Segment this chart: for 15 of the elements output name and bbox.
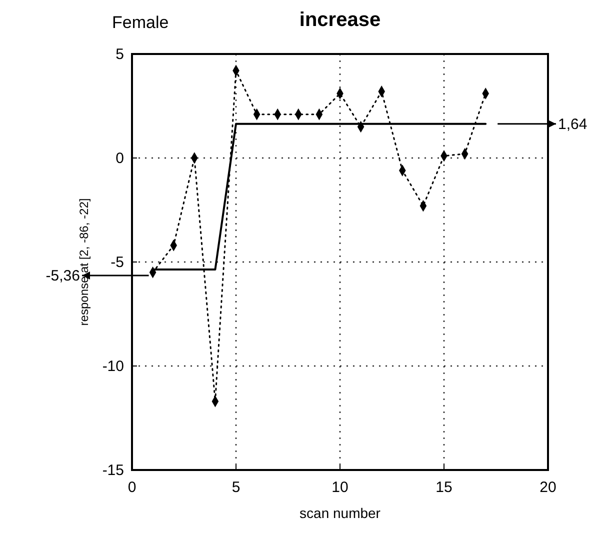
- y-tick-label: -5: [110, 254, 124, 271]
- chart-title: increase: [299, 9, 381, 31]
- x-tick-label: 15: [436, 479, 452, 496]
- x-axis-title: scan number: [300, 505, 381, 521]
- y-tick-label: -15: [102, 462, 124, 479]
- x-tick-label: 20: [540, 479, 556, 496]
- x-tick-label: 10: [332, 479, 348, 496]
- text: 1,64: [558, 116, 588, 133]
- x-tick-label: 5: [232, 479, 240, 496]
- chart-subtitle: Female: [112, 13, 169, 32]
- text: -5,36: [46, 267, 80, 284]
- x-tick-label: 0: [128, 479, 136, 496]
- y-tick-label: -10: [102, 358, 124, 375]
- y-tick-label: 0: [116, 150, 124, 167]
- y-tick-label: 5: [116, 46, 124, 63]
